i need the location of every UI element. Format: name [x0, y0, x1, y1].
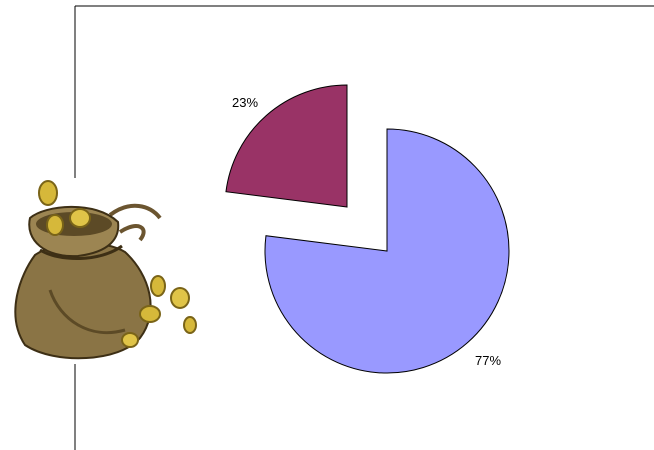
pie-chart: 77% 23% [225, 84, 510, 374]
money-bag-icon [0, 178, 197, 364]
pie-slice-77 [264, 128, 510, 374]
pie-label-23: 23% [232, 95, 258, 110]
pie-label-77: 77% [475, 353, 501, 368]
pie-slice-23 [225, 84, 348, 208]
